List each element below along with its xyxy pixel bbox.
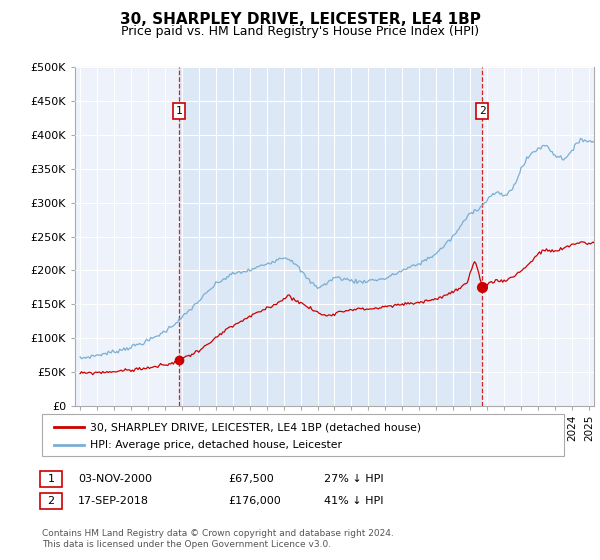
Text: 1: 1 [176, 106, 182, 116]
Text: 03-NOV-2000: 03-NOV-2000 [78, 474, 152, 484]
Text: 27% ↓ HPI: 27% ↓ HPI [324, 474, 383, 484]
Text: 2: 2 [47, 496, 55, 506]
Text: £67,500: £67,500 [228, 474, 274, 484]
Bar [179, 67, 482, 406]
Text: 2: 2 [479, 106, 485, 116]
Text: HPI: Average price, detached house, Leicester: HPI: Average price, detached house, Leic… [90, 440, 342, 450]
Text: Contains HM Land Registry data © Crown copyright and database right 2024.
This d: Contains HM Land Registry data © Crown c… [42, 529, 394, 549]
Text: £176,000: £176,000 [228, 496, 281, 506]
Text: Price paid vs. HM Land Registry's House Price Index (HPI): Price paid vs. HM Land Registry's House … [121, 25, 479, 38]
Text: 41% ↓ HPI: 41% ↓ HPI [324, 496, 383, 506]
Text: 30, SHARPLEY DRIVE, LEICESTER, LE4 1BP: 30, SHARPLEY DRIVE, LEICESTER, LE4 1BP [119, 12, 481, 27]
Text: 1: 1 [47, 474, 55, 484]
Text: 17-SEP-2018: 17-SEP-2018 [78, 496, 149, 506]
Text: 30, SHARPLEY DRIVE, LEICESTER, LE4 1BP (detached house): 30, SHARPLEY DRIVE, LEICESTER, LE4 1BP (… [90, 422, 421, 432]
